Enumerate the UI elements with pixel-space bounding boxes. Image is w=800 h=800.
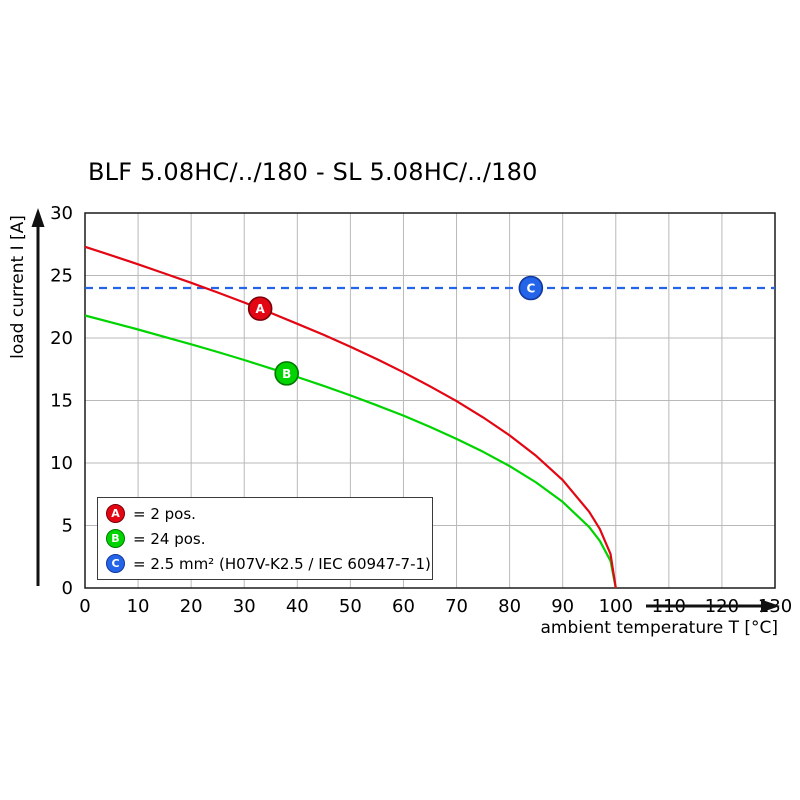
legend-item-c: C = 2.5 mm² (H07V-K2.5 / IEC 60947-7-1) xyxy=(106,553,431,574)
x-tick-label: 10 xyxy=(127,596,150,617)
x-axis-label: ambient temperature T [°C] xyxy=(540,618,778,638)
x-tick-label: 90 xyxy=(551,596,574,617)
y-axis-arrowhead-icon xyxy=(31,208,45,227)
y-tick-label: 0 xyxy=(62,578,73,599)
x-tick-label: 30 xyxy=(233,596,256,617)
marker-b-icon xyxy=(274,361,299,386)
plot-border xyxy=(84,212,776,589)
marker-c-letter: C xyxy=(526,282,535,296)
legend-label-b: = 24 pos. xyxy=(133,529,206,548)
x-tick-label: 40 xyxy=(286,596,309,617)
legend-marker-b-icon: B xyxy=(106,529,125,548)
curve-b xyxy=(84,314,617,589)
chart-title: BLF 5.08HC/../180 - SL 5.08HC/../180 xyxy=(88,158,538,186)
marker-b-letter: B xyxy=(282,367,291,381)
y-tick-label: 15 xyxy=(50,391,73,412)
legend-marker-a-icon: A xyxy=(106,504,125,523)
legend: A = 2 pos. B = 24 pos. C = 2.5 mm² (H07V… xyxy=(97,497,433,580)
y-tick-label: 30 xyxy=(50,203,73,224)
x-tick-label: 0 xyxy=(79,596,90,617)
x-tick-label: 70 xyxy=(445,596,468,617)
marker-c-icon xyxy=(518,275,544,301)
x-tick-label: 100 xyxy=(599,596,633,617)
legend-marker-c-icon: C xyxy=(106,554,125,573)
legend-item-a: A = 2 pos. xyxy=(106,503,424,524)
curve-a xyxy=(84,245,617,589)
y-tick-label: 25 xyxy=(50,266,73,287)
x-tick-label: 60 xyxy=(392,596,415,617)
y-tick-label: 5 xyxy=(62,516,73,537)
legend-item-b: B = 24 pos. xyxy=(106,528,424,549)
legend-label-a: = 2 pos. xyxy=(133,504,196,523)
x-tick-label: 80 xyxy=(498,596,521,617)
marker-a-letter: A xyxy=(256,302,266,316)
x-tick-label: 50 xyxy=(339,596,362,617)
marker-a-icon xyxy=(247,296,273,321)
y-tick-label: 10 xyxy=(50,453,73,474)
y-tick-label: 20 xyxy=(50,328,73,349)
x-axis-arrowhead-icon xyxy=(761,599,780,613)
legend-label-c: = 2.5 mm² (H07V-K2.5 / IEC 60947-7-1) xyxy=(133,554,431,573)
x-tick-label: 20 xyxy=(180,596,203,617)
